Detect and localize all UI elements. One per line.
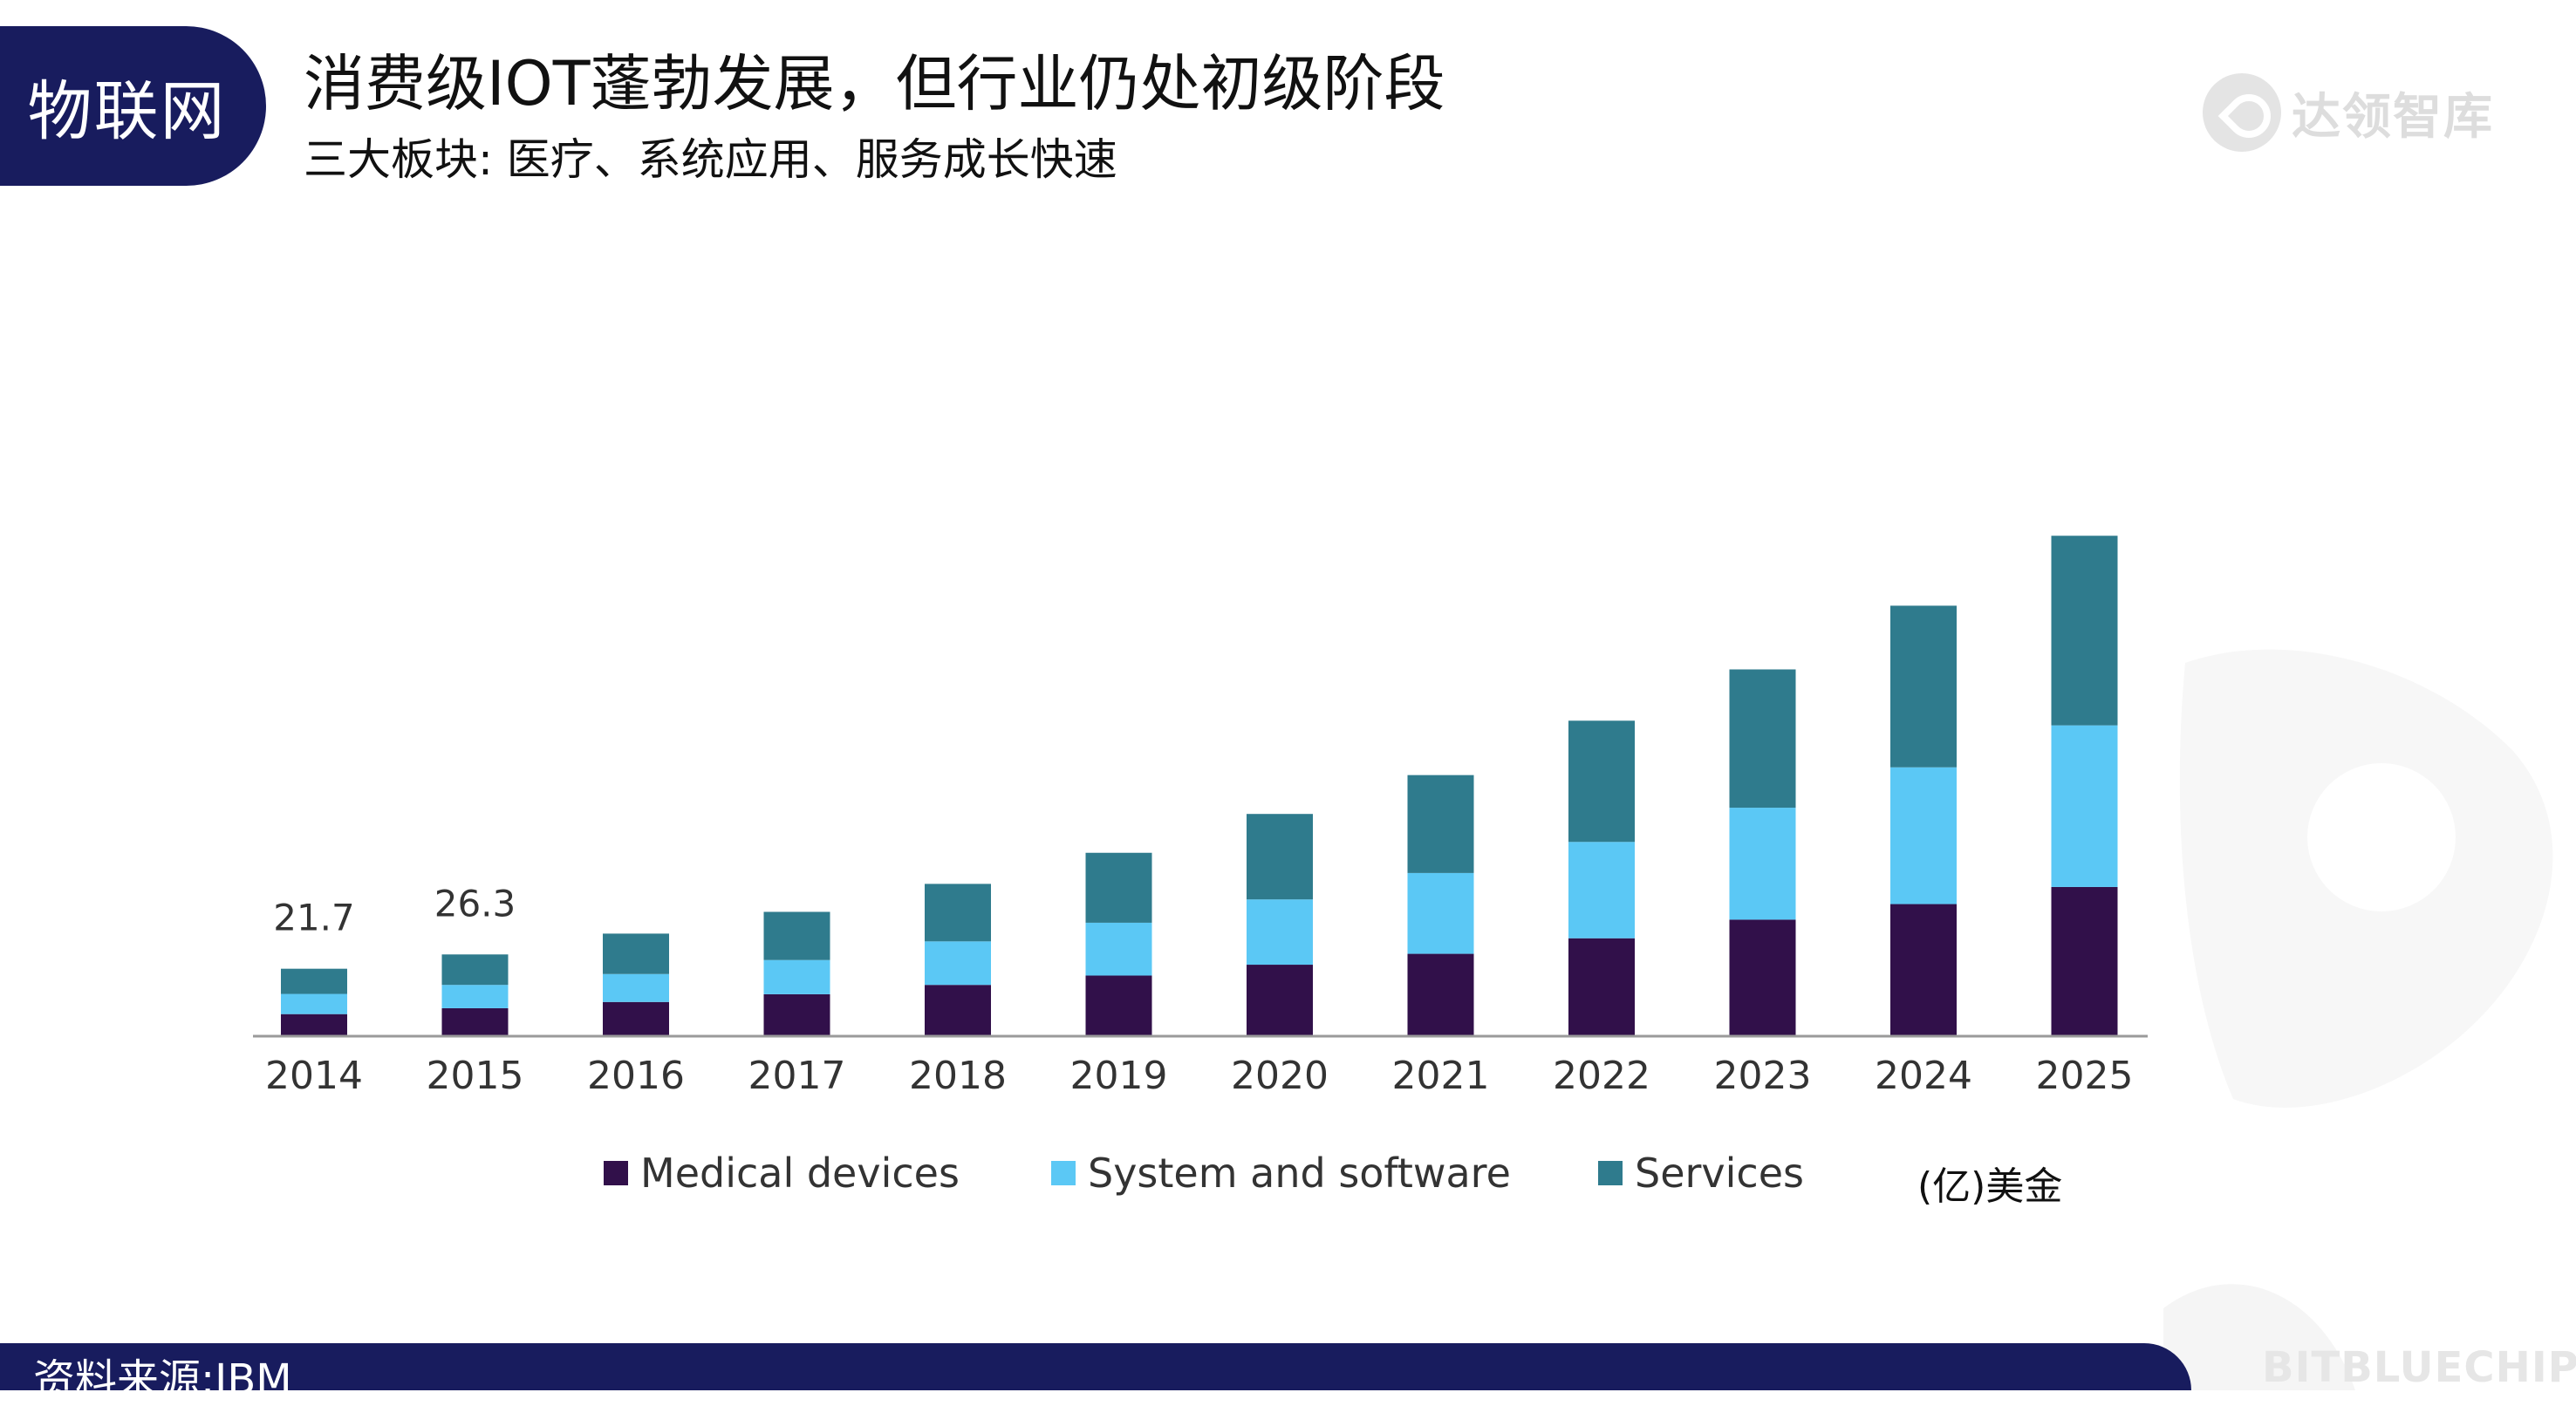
bar-2018-services xyxy=(925,884,991,942)
bar-2017-medical-devices xyxy=(763,993,830,1036)
bar-2024-medical-devices xyxy=(1890,904,1957,1036)
bar-2017-services xyxy=(763,911,830,960)
x-tick-label: 2023 xyxy=(1714,1054,1812,1098)
bar-2025-services xyxy=(2051,536,2118,726)
x-tick-label: 2017 xyxy=(748,1054,846,1098)
bar-2020-medical-devices xyxy=(1247,965,1313,1036)
bar-2019-medical-devices xyxy=(1085,975,1152,1036)
x-tick-label: 2019 xyxy=(1070,1054,1168,1098)
bar-2019-system-and-software xyxy=(1085,922,1152,976)
bar-2024-system-and-software xyxy=(1890,767,1957,904)
legend-item-medical-devices: Medical devices xyxy=(604,1150,960,1197)
bar-2014-medical-devices xyxy=(281,1014,347,1036)
bar-2016-system-and-software xyxy=(603,973,669,1002)
bar-2021-system-and-software xyxy=(1407,872,1474,954)
brand-logo: 达领智库 xyxy=(2203,73,2494,152)
legend-item-system-and-software: System and software xyxy=(1051,1150,1511,1197)
total-data-label: 26.3 xyxy=(434,882,516,925)
bar-2024-services xyxy=(1890,605,1957,768)
bar-2023-services xyxy=(1729,669,1796,809)
total-data-label: 21.7 xyxy=(273,897,355,939)
bar-2015-services xyxy=(441,954,509,986)
page-subtitle: 三大板块: 医疗、系统应用、服务成长快速 xyxy=(304,134,1117,185)
bar-2025-medical-devices xyxy=(2051,886,2118,1036)
x-tick-label: 2024 xyxy=(1875,1054,1972,1098)
x-tick-label: 2022 xyxy=(1553,1054,1650,1098)
rocket-logo-icon xyxy=(2203,73,2281,152)
unit-label: (亿)美金 xyxy=(1917,1164,2063,1209)
x-tick-label: 2020 xyxy=(1231,1054,1329,1098)
bar-2016-medical-devices xyxy=(603,1001,669,1036)
bar-2015-medical-devices xyxy=(441,1007,509,1036)
legend-label: Medical devices xyxy=(640,1150,960,1197)
bar-2021-medical-devices xyxy=(1407,953,1474,1036)
legend-swatch xyxy=(1598,1161,1623,1185)
bar-2017-system-and-software xyxy=(763,959,830,994)
bar-2025-system-and-software xyxy=(2051,725,2118,887)
bar-2018-medical-devices xyxy=(925,985,991,1036)
bar-2018-system-and-software xyxy=(925,941,991,986)
brand-logo-text: 达领智库 xyxy=(2292,88,2494,146)
watermark-text: BITBLUECHIP xyxy=(2262,1343,2576,1392)
source-note: 资料来源:IBM xyxy=(33,1355,292,1404)
bar-2021-services xyxy=(1407,775,1474,873)
x-tick-label: 2021 xyxy=(1392,1054,1490,1098)
x-tick-label: 2018 xyxy=(909,1054,1007,1098)
x-tick-label: 2016 xyxy=(587,1054,685,1098)
bar-2020-system-and-software xyxy=(1247,899,1313,966)
legend-label: System and software xyxy=(1088,1150,1511,1197)
bar-2014-system-and-software xyxy=(281,993,347,1014)
bar-2022-services xyxy=(1568,720,1635,843)
x-tick-label: 2025 xyxy=(2036,1054,2134,1098)
bar-2022-system-and-software xyxy=(1568,842,1635,938)
watermark-circle xyxy=(2307,763,2456,911)
bar-2023-system-and-software xyxy=(1729,808,1796,920)
bar-2015-system-and-software xyxy=(441,985,509,1008)
bar-2022-medical-devices xyxy=(1568,938,1635,1036)
chart-legend: Medical devices System and software Servic… xyxy=(0,1150,2576,1205)
legend-label: Services xyxy=(1635,1150,1804,1197)
x-tick-label: 2014 xyxy=(265,1054,363,1098)
legend-item-services: Services xyxy=(1598,1150,1804,1197)
bar-2019-services xyxy=(1085,852,1152,923)
legend-swatch xyxy=(1051,1161,1076,1185)
bar-2014-services xyxy=(281,968,347,994)
section-tag-label: 物联网 xyxy=(27,74,227,149)
footer-bar xyxy=(0,1343,2191,1390)
bar-2016-services xyxy=(603,933,669,974)
bar-2020-services xyxy=(1247,814,1313,900)
section-tag: 物联网 xyxy=(0,26,266,186)
page-title: 消费级IOT蓬勃发展，但行业仍处初级阶段 xyxy=(304,48,1445,119)
x-tick-label: 2015 xyxy=(427,1054,524,1098)
bar-2023-medical-devices xyxy=(1729,919,1796,1036)
legend-swatch xyxy=(604,1161,628,1185)
watermark-tail xyxy=(2163,1284,2355,1390)
